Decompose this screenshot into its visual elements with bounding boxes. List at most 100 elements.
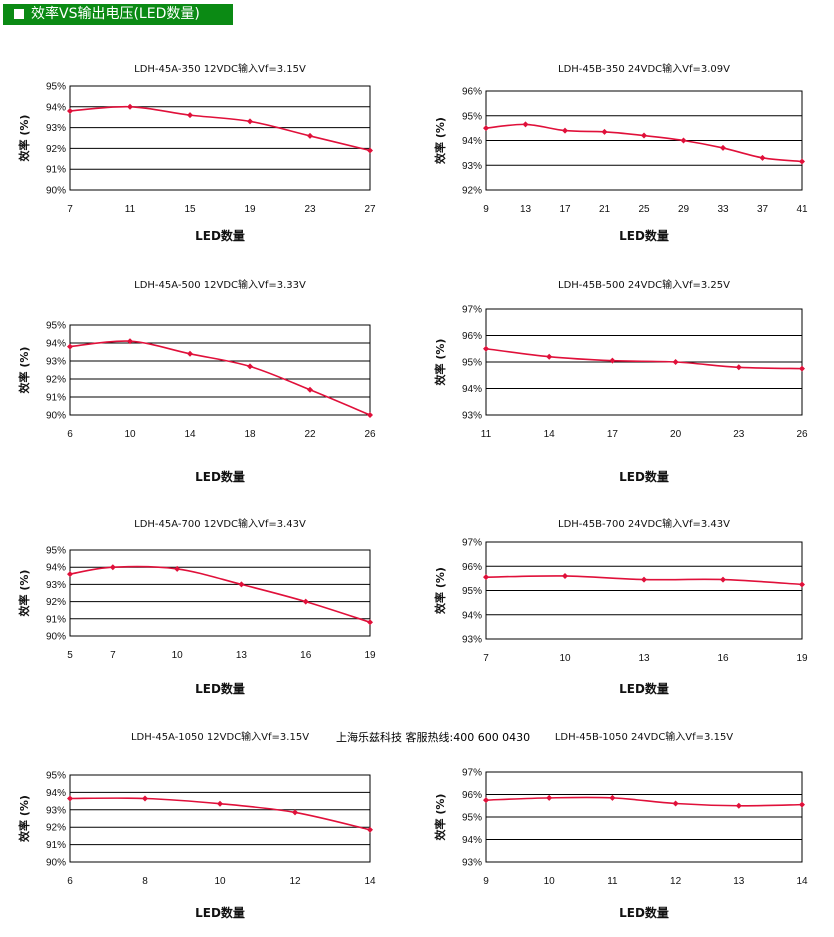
y-axis-label: 效率 (%): [433, 794, 447, 841]
y-tick-label: 91%: [46, 165, 66, 176]
data-point: [672, 800, 679, 807]
y-tick-label: 90%: [46, 632, 66, 643]
y-axis-label: 效率 (%): [17, 115, 31, 162]
data-point: [799, 158, 805, 165]
data-point: [367, 619, 373, 626]
x-axis-label: LED数量: [195, 681, 245, 696]
data-point: [483, 797, 489, 804]
x-tick-label: 23: [304, 204, 316, 215]
data-point: [546, 353, 553, 360]
y-tick-label: 93%: [462, 858, 482, 869]
plot-area: [69, 85, 371, 191]
x-tick-label: 11: [125, 204, 136, 215]
y-axis-label: 效率 (%): [433, 117, 447, 164]
series-line: [485, 347, 803, 370]
x-tick-label: 7: [110, 650, 116, 661]
data-point: [174, 565, 181, 572]
chart-panel: LDH-45B-500 24VDC输入Vf=3.25V 93% 94% 95% 96% 9…: [433, 278, 808, 484]
x-tick-label: 37: [757, 204, 769, 215]
y-tick-label: 92%: [46, 144, 66, 155]
x-tick-label: 10: [214, 876, 226, 887]
data-point: [302, 598, 309, 605]
x-tick-label: 27: [364, 204, 376, 215]
data-point: [522, 121, 529, 128]
chart-title: LDH-45B-700 24VDC输入Vf=3.43V: [558, 517, 730, 530]
x-tick-label: 10: [559, 653, 571, 664]
x-axis-label: LED数量: [619, 681, 669, 696]
y-tick-label: 93%: [46, 123, 66, 134]
x-tick-label: 13: [520, 204, 532, 215]
x-tick-label: 7: [67, 204, 73, 215]
x-tick-label: 25: [638, 204, 650, 215]
y-tick-label: 91%: [46, 614, 66, 625]
data-point: [142, 795, 148, 802]
y-tick-label: 92%: [46, 375, 66, 386]
data-point: [601, 128, 608, 135]
chart-title: LDH-45A-350 12VDC输入Vf=3.15V: [134, 62, 306, 75]
x-tick-label: 19: [244, 204, 256, 215]
chart-panel: LDH-45B-700 24VDC输入Vf=3.43V 93% 94% 95% 96% 9…: [433, 517, 808, 696]
x-tick-label: 10: [124, 429, 136, 440]
data-point: [127, 338, 133, 345]
y-tick-label: 92%: [46, 823, 66, 834]
x-tick-label: 26: [796, 429, 808, 440]
x-tick-label: 11: [481, 429, 492, 440]
x-axis-label: LED数量: [195, 469, 245, 484]
y-tick-label: 94%: [462, 610, 482, 621]
data-point: [609, 794, 616, 801]
x-tick-label: 11: [607, 876, 618, 887]
x-tick-label: 9: [483, 204, 489, 215]
y-tick-label: 94%: [46, 563, 66, 574]
y-tick-label: 97%: [462, 538, 482, 549]
chart-title: LDH-45B-1050 24VDC输入Vf=3.15V: [555, 730, 733, 743]
data-point: [127, 103, 133, 110]
y-tick-label: 90%: [46, 411, 66, 422]
x-axis-label: LED数量: [619, 228, 669, 243]
y-tick-label: 91%: [46, 840, 66, 851]
data-point: [217, 800, 223, 807]
data-point: [680, 137, 687, 144]
data-point: [641, 576, 647, 583]
data-point: [483, 125, 489, 132]
data-point: [799, 365, 805, 372]
x-tick-label: 16: [717, 653, 729, 664]
series-line: [485, 796, 803, 807]
data-point: [609, 357, 616, 364]
data-point: [67, 571, 73, 578]
x-tick-label: 13: [638, 653, 650, 664]
data-point: [483, 574, 489, 581]
chart-panel: LDH-45A-1050 12VDC输入Vf=3.15V 90% 91% 92% 93%…: [17, 730, 376, 920]
data-point: [562, 572, 568, 579]
x-tick-label: 5: [67, 650, 73, 661]
data-point: [307, 386, 313, 393]
y-axis-label: 效率 (%): [17, 795, 31, 842]
data-point: [67, 343, 73, 350]
x-axis-label: LED数量: [619, 469, 669, 484]
chart-panel: LDH-45A-500 12VDC输入Vf=3.33V 90% 91% 92% 93% 9…: [17, 278, 376, 484]
y-tick-label: 96%: [462, 87, 482, 98]
x-tick-label: 9: [483, 876, 489, 887]
chart-title: LDH-45B-350 24VDC输入Vf=3.09V: [558, 62, 730, 75]
chart-panel: LDH-45A-700 12VDC输入Vf=3.43V 90% 91% 92% 93% 9…: [17, 517, 376, 696]
data-point: [483, 345, 489, 352]
plot-area: [69, 549, 371, 637]
y-tick-label: 96%: [462, 331, 482, 342]
y-tick-label: 94%: [46, 339, 66, 350]
y-tick-label: 94%: [462, 136, 482, 147]
x-tick-label: 12: [289, 876, 301, 887]
x-tick-label: 16: [300, 650, 312, 661]
y-tick-label: 94%: [462, 384, 482, 395]
chart-panel: LDH-45A-350 12VDC输入Vf=3.15V 90% 91% 92% 93% 9…: [17, 62, 376, 243]
y-tick-label: 90%: [46, 186, 66, 197]
y-tick-label: 96%: [462, 790, 482, 801]
data-point: [187, 350, 193, 357]
data-point: [672, 359, 679, 365]
y-tick-label: 96%: [462, 562, 482, 573]
y-tick-label: 97%: [462, 768, 482, 779]
y-tick-label: 93%: [462, 635, 482, 646]
y-tick-label: 95%: [46, 546, 66, 557]
y-tick-label: 93%: [46, 357, 66, 368]
y-tick-label: 94%: [462, 835, 482, 846]
x-tick-label: 41: [796, 204, 808, 215]
